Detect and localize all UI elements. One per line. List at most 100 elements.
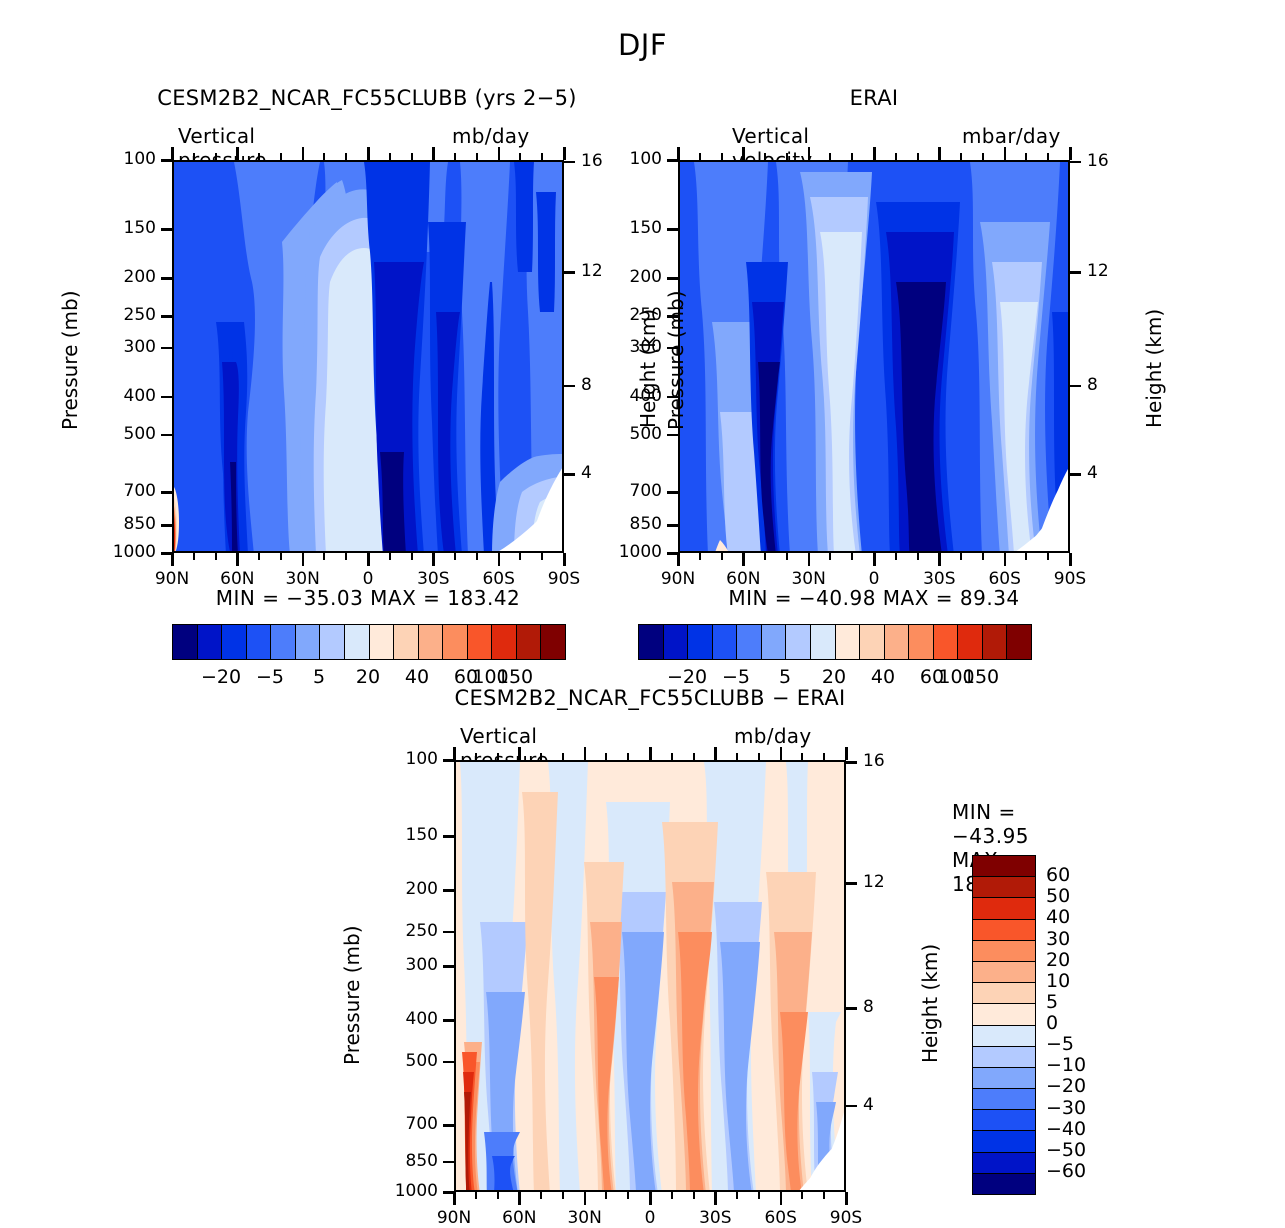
colorbar-tick-label: 150: [962, 666, 1000, 688]
lat-minor-tick: [916, 553, 919, 560]
pressure-tick: [443, 1124, 454, 1127]
colorbar-swatch: [973, 1004, 1035, 1026]
colorbar-swatch: [663, 625, 689, 659]
lat-minor-tick: [323, 553, 326, 560]
colorbar-swatch: [973, 1131, 1035, 1153]
colorbar-swatch: [344, 625, 370, 659]
lat-minor-tick-top: [698, 153, 701, 160]
colorbar-swatch: [761, 625, 787, 659]
pressure-tick: [667, 346, 678, 349]
pressure-tick: [161, 277, 172, 280]
lat-tick: [497, 553, 501, 566]
colorbar-swatch: [639, 625, 664, 659]
colorbar-swatch: [973, 983, 1035, 1005]
lat-minor-tick: [785, 553, 788, 560]
lat-minor-tick: [496, 1192, 499, 1199]
colorbar-tick-label: 150: [496, 666, 534, 688]
colorbar-swatch: [467, 625, 493, 659]
colorbar-swatch: [973, 1025, 1035, 1047]
height-tick-label: 16: [863, 751, 885, 772]
colorbar-swatch: [418, 625, 444, 659]
pressure-tick-label: 400: [629, 385, 662, 406]
lat-minor-tick: [279, 553, 282, 560]
colorbar-tick-label: 5: [312, 666, 326, 688]
colorbar-swatch: [973, 1173, 1035, 1194]
height-tick-label: 12: [1087, 261, 1109, 281]
lat-minor-tick-top: [851, 153, 854, 160]
lat-tick-label: 0: [868, 569, 880, 589]
pressure-tick-label: 1000: [112, 542, 156, 562]
height-tick: [846, 761, 857, 764]
lat-minor-tick-top: [345, 153, 348, 160]
pressure-tick-label: 700: [405, 1114, 438, 1135]
lat-tick-top: [1003, 147, 1007, 160]
colorbar-tick-label: 5: [778, 666, 792, 688]
colorbar-swatch: [973, 898, 1035, 920]
pressure-tick: [667, 552, 678, 555]
height-tick: [846, 1104, 857, 1108]
lat-tick-label: 90S: [829, 1208, 863, 1228]
height-tick-label: 4: [863, 1094, 874, 1115]
pressure-tick: [443, 965, 454, 968]
lat-minor-tick: [801, 1192, 804, 1199]
pressure-tick-label: 250: [629, 305, 662, 326]
panel-bottom-units: mb/day: [734, 724, 812, 748]
lat-tick-label: 30N: [791, 569, 826, 589]
pressure-tick-label: 100: [629, 149, 662, 169]
lat-minor-tick-top: [736, 753, 739, 760]
pressure-tick-label: 200: [123, 267, 156, 288]
lat-tick: [367, 553, 370, 566]
lat-tick-label: 90N: [660, 569, 696, 589]
lat-tick: [1003, 553, 1007, 566]
lat-minor-tick: [258, 553, 261, 560]
height-tick: [1070, 271, 1081, 274]
lat-tick-top: [563, 147, 566, 160]
pressure-tick: [667, 159, 678, 162]
colorbar-tick-label: 30: [1046, 927, 1071, 950]
colorbar-tick-label: 20: [821, 666, 847, 688]
lat-tick-label: 0: [644, 1208, 656, 1228]
height-tick: [564, 271, 575, 274]
panel-topleft-minmax: MIN = −35.03 MAX = 183.42: [215, 586, 521, 610]
lat-minor-tick: [720, 553, 723, 560]
lat-minor-tick: [829, 553, 832, 560]
lat-minor-tick: [605, 1192, 608, 1199]
pressure-tick-label: 700: [629, 481, 662, 502]
panel-topright-y2label: Height (km): [1142, 308, 1166, 428]
pressure-tick: [667, 395, 678, 399]
colorbar-tick-label: 60: [453, 666, 479, 688]
lat-tick: [677, 553, 680, 566]
pressure-tick: [443, 889, 454, 892]
lat-minor-tick: [475, 553, 478, 560]
pressure-tick: [667, 277, 678, 280]
lat-minor-tick: [851, 553, 854, 560]
lat-tick-label: 30N: [567, 1208, 602, 1228]
colorbar-topright: [638, 624, 1032, 660]
lat-minor-tick-top: [279, 153, 282, 160]
colorbar-tick-label: −20: [666, 666, 708, 688]
colorbar-swatch: [973, 1067, 1035, 1090]
height-tick-label: 16: [581, 150, 603, 171]
pressure-tick-label: 100: [123, 149, 156, 169]
lat-minor-tick-top: [823, 753, 826, 760]
lat-minor-tick: [981, 553, 984, 560]
lat-minor-tick-top: [540, 753, 543, 760]
panel-topleft-case-title: CESM2B2_NCAR_FC55CLUBB (yrs 2−5): [157, 86, 577, 110]
lat-tick-label: 30N: [285, 569, 320, 589]
colorbar-swatch: [688, 625, 713, 659]
lat-tick-label: 60S: [764, 1208, 797, 1228]
colorbar-swatch: [786, 625, 811, 659]
pressure-tick-label: 400: [123, 385, 156, 406]
lat-minor-tick-top: [692, 753, 695, 760]
lat-tick: [171, 553, 174, 566]
colorbar-tick-label: 60: [919, 666, 945, 688]
pressure-tick: [443, 835, 454, 838]
colorbar-swatch: [320, 625, 345, 659]
lat-tick-top: [714, 747, 717, 760]
pressure-tick-label: 250: [123, 305, 156, 326]
lat-minor-tick: [698, 553, 701, 560]
colorbar-swatch: [173, 625, 198, 659]
pressure-tick-label: 1000: [618, 542, 662, 562]
lat-minor-tick-top: [541, 153, 544, 160]
pressure-tick-label: 400: [405, 1009, 438, 1030]
